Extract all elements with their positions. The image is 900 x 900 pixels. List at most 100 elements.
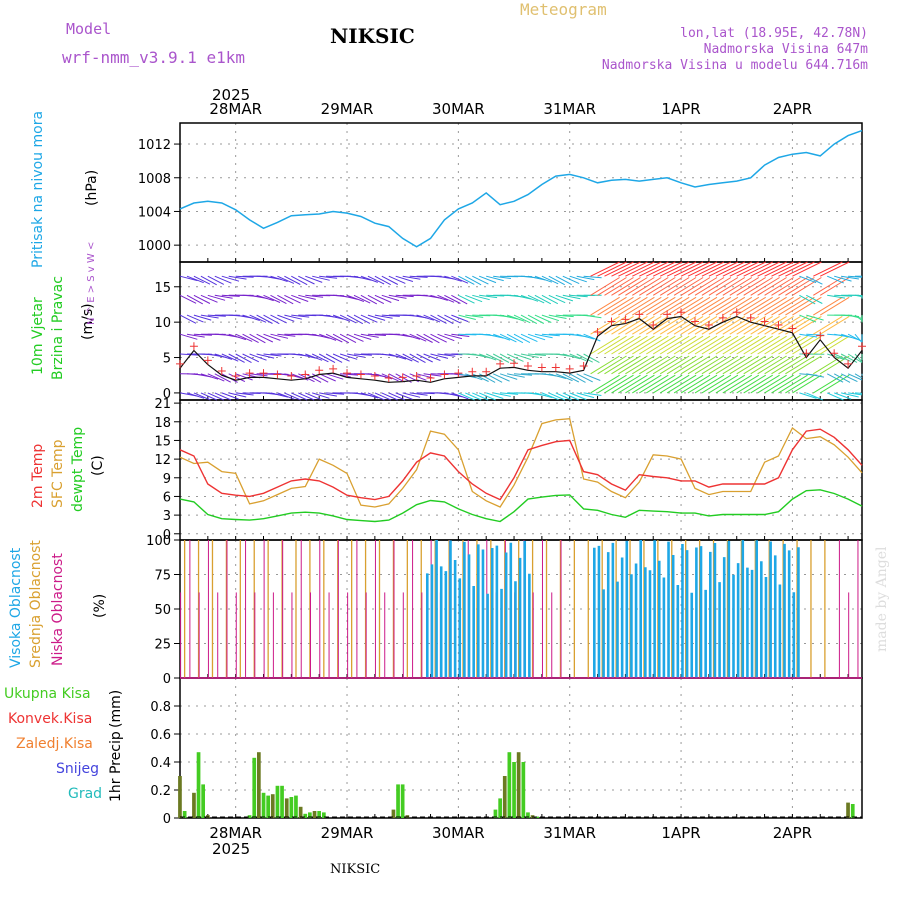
wind-barb <box>179 294 197 304</box>
precip-bar <box>493 809 498 818</box>
wind-gust-marker <box>746 313 755 322</box>
wind-barb <box>639 277 669 296</box>
y-tick-label: 0.4 <box>150 756 171 771</box>
wind-barb <box>604 296 634 316</box>
wind-barb <box>186 333 205 338</box>
wind-gust-marker <box>315 366 324 375</box>
wind-barb <box>353 333 372 340</box>
wind-barb <box>409 333 427 342</box>
wind-barb <box>687 355 718 375</box>
y-tick-label: 18 <box>154 416 171 431</box>
precip-bar <box>308 812 312 818</box>
precip-legend-freezing: Zaledj.Kisa <box>16 736 93 752</box>
wind-barb <box>826 392 844 401</box>
wind-barb <box>646 374 676 394</box>
wind-barb <box>513 353 532 361</box>
wind-barb <box>534 294 552 305</box>
wind-barb <box>346 294 365 302</box>
wind-barb <box>179 275 198 282</box>
wind-barb <box>207 392 224 401</box>
y-tick-label: 3 <box>163 509 171 524</box>
wind-barb <box>374 294 392 303</box>
wind-barb <box>806 294 823 304</box>
wind-barb <box>541 275 559 285</box>
wind-barb <box>778 355 808 375</box>
wind-barb <box>652 261 683 277</box>
y-tick-label: 6 <box>163 490 171 505</box>
precip-bar <box>280 785 284 818</box>
wind-barb <box>764 374 794 394</box>
wind-barb <box>813 335 843 355</box>
wind-barb <box>604 374 634 394</box>
wind-barb <box>618 315 648 335</box>
wind-barb <box>701 277 732 296</box>
wind-barb <box>388 373 406 383</box>
wind-barb <box>325 333 343 343</box>
wind-barb <box>305 275 323 283</box>
wind-barb <box>597 374 627 394</box>
wind-barb <box>465 373 483 381</box>
wind-gust-marker <box>329 364 338 373</box>
wind-barb <box>639 296 669 316</box>
wind-barb <box>646 355 676 375</box>
wind-barb <box>298 353 316 359</box>
wind-gust-marker <box>468 367 477 376</box>
wind-barb <box>207 373 225 382</box>
wind-barb <box>472 373 489 382</box>
wind-barb <box>792 335 822 355</box>
wind-gust-marker <box>774 320 783 329</box>
wind-barb <box>193 392 211 401</box>
wind-barb <box>228 275 247 280</box>
wind-barb <box>583 275 602 279</box>
wind-barb <box>840 333 859 341</box>
wind-barb <box>214 353 233 360</box>
wind-barb <box>771 277 801 296</box>
precip-bar <box>850 804 855 818</box>
wind-barb <box>346 333 364 342</box>
y-tick-label: 0.2 <box>150 784 171 799</box>
wind-barb <box>673 315 704 335</box>
panel-frame <box>179 122 863 263</box>
wind-barb <box>548 392 566 401</box>
wind-barb <box>548 275 565 286</box>
wind-barb <box>221 392 239 400</box>
bottom-day-label: 2APR <box>773 824 812 842</box>
wind-barb <box>270 294 287 305</box>
wind-gust-marker <box>440 370 449 379</box>
wind-barb <box>256 333 274 343</box>
wind-barb <box>673 261 704 277</box>
wind-gust-marker <box>412 371 421 380</box>
wind-barb <box>750 355 780 375</box>
wind-barb <box>604 335 634 355</box>
wind-barb <box>778 335 808 355</box>
wind-barb <box>277 294 294 305</box>
model-name: wrf-nmm_v3.9.1 e1km <box>62 48 246 67</box>
wind-barb <box>708 296 739 316</box>
wind-barb <box>527 314 545 324</box>
wind-barb <box>666 261 697 277</box>
wind-barb <box>590 261 620 277</box>
wind-barb <box>242 314 260 321</box>
y-tick-label: 0 <box>163 528 171 543</box>
wind-speed-line <box>179 315 863 383</box>
wind-barb <box>367 392 385 401</box>
wind-barb <box>319 373 336 382</box>
y-tick-label: 1000 <box>138 239 171 254</box>
wind-barb <box>840 373 858 383</box>
wind-barb <box>576 392 595 399</box>
wind-barb <box>590 374 620 394</box>
wind-barb <box>416 353 433 363</box>
precip-bar <box>535 816 540 818</box>
wind-barb <box>799 392 817 399</box>
wind-barb <box>242 353 260 363</box>
wind-barb <box>847 373 863 381</box>
wind-barb <box>479 275 497 284</box>
wind-barb <box>298 275 315 285</box>
wind-barb <box>548 294 566 304</box>
wind-barb <box>708 277 739 296</box>
wind-barb <box>611 277 641 296</box>
wind-barb <box>263 314 280 325</box>
wind-barb <box>360 392 379 399</box>
precip-bar <box>298 806 303 818</box>
